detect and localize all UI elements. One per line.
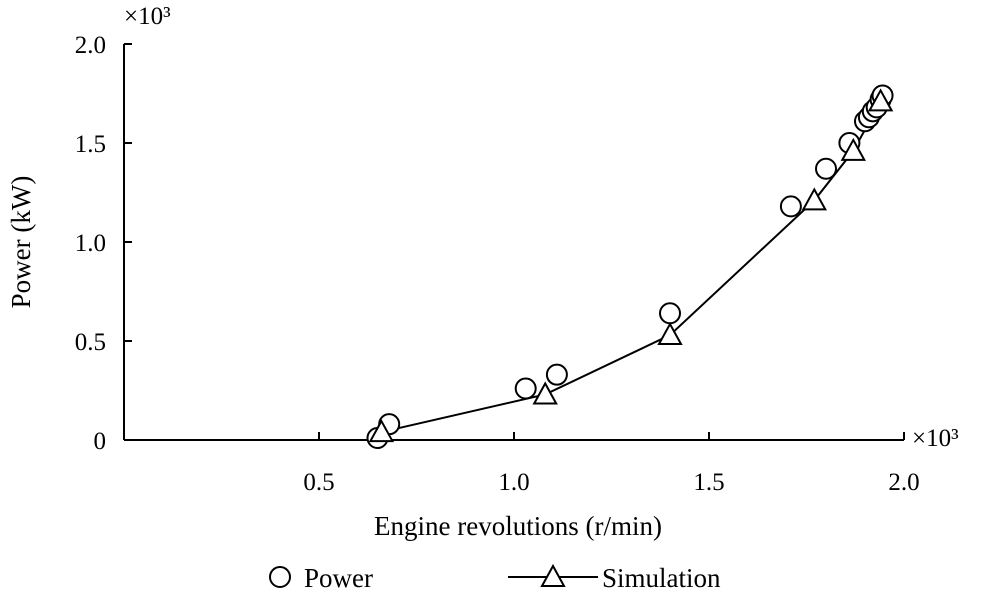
x-axis-ticks: 0.5 1.0 1.5 2.0 <box>303 432 920 496</box>
simulation-point <box>368 419 395 443</box>
simulation-series-line <box>381 100 882 434</box>
power-point <box>659 302 681 325</box>
simulation-point <box>532 381 558 405</box>
simulation-point <box>657 321 683 346</box>
power-point <box>514 377 537 400</box>
simulation-point <box>801 187 827 211</box>
x-axis-multiplier: ×10³ <box>912 425 959 452</box>
legend-power-label: Power <box>304 563 373 593</box>
y-axis-title: Power (kW) <box>6 176 36 309</box>
y-tick-label: 0.5 <box>75 329 106 356</box>
y-tick-label: 2.0 <box>75 32 106 59</box>
power-point <box>545 363 568 386</box>
y-tick-label: 1.5 <box>75 131 106 158</box>
y-axis-ticks: 0 0.5 1.0 1.5 2.0 <box>75 32 132 455</box>
plot-area: 0 0.5 1.0 1.5 2.0 0.5 1.0 1.5 2.0 <box>75 32 920 496</box>
data-markers <box>366 84 894 450</box>
legend-item-power: Power <box>269 563 373 593</box>
legend-item-simulation: Simulation <box>508 563 721 593</box>
simulation-point <box>840 137 866 161</box>
x-tick-label: 2.0 <box>888 469 919 496</box>
y-axis-multiplier: ×10³ <box>124 3 171 30</box>
x-tick-label: 1.0 <box>498 469 529 496</box>
y-tick-label: 1.0 <box>75 230 106 257</box>
legend-power-marker <box>269 566 291 588</box>
x-tick-label: 1.5 <box>693 469 724 496</box>
x-tick-label: 0.5 <box>303 469 334 496</box>
legend-simulation-marker <box>540 563 566 587</box>
power-point <box>779 195 802 218</box>
simulation-point <box>867 88 894 112</box>
legend-simulation-label: Simulation <box>602 563 721 593</box>
power-point <box>815 157 837 180</box>
x-axis-title: Engine revolutions (r/min) <box>374 511 662 541</box>
legend: Power Simulation <box>269 563 721 593</box>
y-tick-label: 0 <box>94 428 107 455</box>
